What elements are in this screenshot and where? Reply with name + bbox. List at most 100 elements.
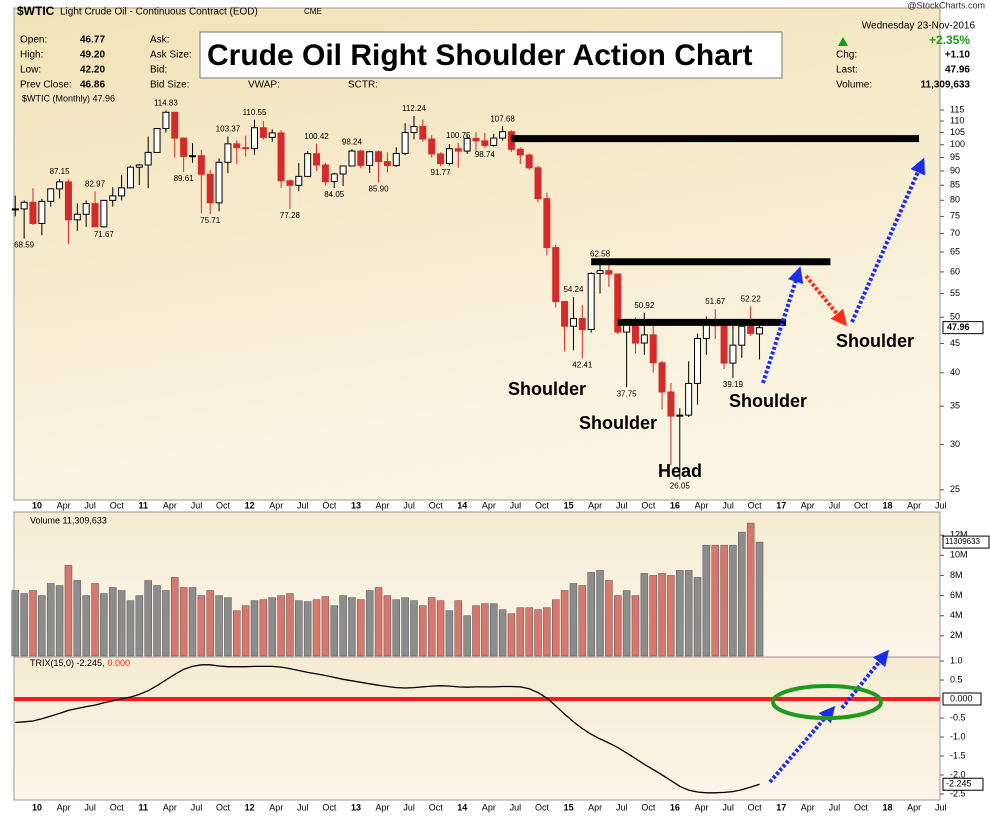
volume-bar xyxy=(711,544,719,657)
candle-body xyxy=(330,173,338,183)
x-tick-label: Jul xyxy=(510,802,522,812)
volume-bar xyxy=(179,587,188,657)
up-triangle xyxy=(838,37,848,46)
price-label: 68.59 xyxy=(14,241,35,250)
volume-bar xyxy=(82,595,90,657)
x-tick-label: Oct xyxy=(429,802,444,812)
volume-bar xyxy=(374,587,383,657)
symbol: $WTIC xyxy=(17,4,55,18)
arrow xyxy=(768,705,836,784)
volume-bar xyxy=(286,593,294,657)
volume-bar xyxy=(419,605,427,657)
candle-body xyxy=(206,173,214,204)
x-tick-label: 15 xyxy=(564,802,574,812)
volume-bar xyxy=(64,565,73,657)
candle-body xyxy=(472,137,480,142)
trix-title: TRIX(15,0) -2.245, xyxy=(30,658,105,668)
price-legend: $WTIC (Monthly) 47.96 xyxy=(22,93,115,103)
credit: @StockCharts.com xyxy=(907,0,985,10)
candle-body xyxy=(64,181,72,221)
volume-bar xyxy=(614,595,622,657)
candle-body xyxy=(694,337,701,384)
x-tick-label: Jul xyxy=(935,500,947,510)
y-tick-label: 45 xyxy=(950,338,960,348)
candle-body xyxy=(313,153,321,166)
volume-bar xyxy=(295,600,303,657)
volume-bar xyxy=(38,595,46,657)
volume-bar xyxy=(241,605,250,657)
x-tick-label: 15 xyxy=(564,500,574,510)
volume-bar xyxy=(516,607,525,657)
volume-bar xyxy=(534,609,542,657)
volume-bar xyxy=(702,544,711,657)
candle-body xyxy=(437,153,445,165)
x-tick-label: 17 xyxy=(776,500,786,510)
price-panel xyxy=(13,7,941,501)
candle-body xyxy=(640,334,648,344)
candle-body xyxy=(720,325,728,364)
volume-bar xyxy=(268,597,276,657)
annotation: Shoulder xyxy=(579,413,657,433)
x-tick-label: Oct xyxy=(748,802,763,812)
candle-body xyxy=(268,132,276,138)
title-box xyxy=(199,31,783,79)
x-tick-label: Jul xyxy=(616,500,628,510)
x-tick-label: 18 xyxy=(883,500,893,510)
annotation: Shoulder xyxy=(508,379,586,399)
volume-bar xyxy=(215,595,223,657)
y-tick-label: 85 xyxy=(950,180,960,190)
volume-bar xyxy=(126,600,135,657)
vwap-label: VWAP: xyxy=(248,80,280,91)
y-tick-label: 8M xyxy=(950,570,963,580)
volume-bar xyxy=(551,599,560,657)
trix-signal: 0.000 xyxy=(108,658,131,668)
x-tick-label: Jul xyxy=(722,500,734,510)
volume-bar xyxy=(560,590,569,657)
candle-body xyxy=(100,199,108,228)
y-tick-label: 105 xyxy=(950,127,965,137)
y-tick-label: 80 xyxy=(950,195,960,205)
volume-bar xyxy=(108,587,117,657)
x-tick-label: Oct xyxy=(854,500,869,510)
y-tick-label: 0.5 xyxy=(950,674,963,684)
candle-body xyxy=(153,128,161,153)
field-label: Bid: xyxy=(150,65,167,76)
x-tick-label: Oct xyxy=(748,500,763,510)
candle-body xyxy=(605,270,613,275)
x-tick-label: 13 xyxy=(351,500,361,510)
exchange: CME xyxy=(304,7,322,16)
volume-bar xyxy=(445,610,454,657)
x-tick-label: 13 xyxy=(351,802,361,812)
x-tick-label: Oct xyxy=(535,802,550,812)
volume-bar xyxy=(649,575,657,657)
candle-body xyxy=(56,181,64,190)
volume-bar xyxy=(162,590,170,657)
price-label: 85.90 xyxy=(369,185,390,194)
volume-bar xyxy=(117,590,126,657)
price-label: 89.61 xyxy=(174,174,195,183)
volume-bar xyxy=(330,605,338,657)
candle-body xyxy=(11,208,19,211)
x-tick-label: Oct xyxy=(216,802,231,812)
price-label: 82.97 xyxy=(85,179,106,188)
volume-bar xyxy=(46,583,55,657)
candle-body xyxy=(215,161,223,204)
field-value: 49.20 xyxy=(80,50,105,61)
volume-bar xyxy=(73,580,82,657)
candle-body xyxy=(676,414,684,417)
candle-body xyxy=(463,137,471,152)
y-tick-label: 2M xyxy=(950,630,963,640)
x-tick-label: Jul xyxy=(616,802,628,812)
volume-bar xyxy=(135,595,144,657)
y-tick-label: 55 xyxy=(950,288,960,298)
header: $WTIC Light Crude Oil - Continuous Contr… xyxy=(17,4,975,90)
candle-body xyxy=(144,151,152,166)
x-tick-label: Oct xyxy=(322,500,337,510)
volume-bar xyxy=(755,541,764,657)
price-label: 87.15 xyxy=(50,167,71,176)
candle-body xyxy=(277,132,285,182)
candle-body xyxy=(685,382,693,416)
candle-body xyxy=(614,273,622,333)
candle-body xyxy=(188,155,196,158)
